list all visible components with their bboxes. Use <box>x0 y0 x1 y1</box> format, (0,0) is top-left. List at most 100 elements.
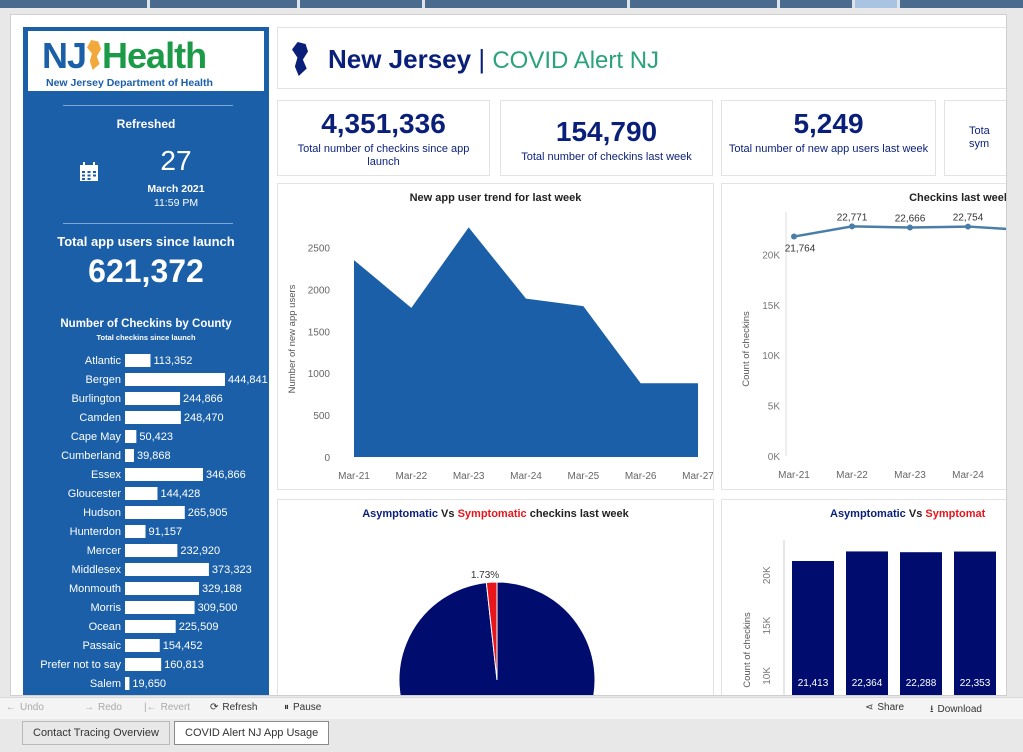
title-subtitle: COVID Alert NJ <box>492 47 660 74</box>
x-tick-label: Mar-24 <box>952 470 984 481</box>
kpi-symptomatic-partial: Tota sym <box>944 100 1006 176</box>
asym-vs-sym-bar-chart: 10K 15K 20K 21,413 22,364 22,288 22,353 Count o… <box>742 540 996 695</box>
county-label: Hunterdon <box>70 526 121 538</box>
data-label: 21,764 <box>785 244 816 255</box>
bar-chart-title: Asymptomatic Vs Symptomat <box>830 508 985 520</box>
sidebar-panel: NJ Health New Jersey Department of Health… <box>23 27 269 695</box>
checkins-chart-title: Checkins last week <box>909 192 1007 204</box>
total-users-value: 621,372 <box>88 253 204 289</box>
revert-icon: |← <box>144 702 157 713</box>
kpi-label: Total number of new app users last week <box>728 143 929 155</box>
redo-button[interactable]: → Redo <box>84 702 122 713</box>
pie-slice-symptomatic <box>485 581 498 681</box>
kpi-label: Tota sym <box>969 125 990 150</box>
county-value-label: 91,157 <box>148 526 182 538</box>
county-label: Gloucester <box>68 488 122 500</box>
data-label: 22,771 <box>837 212 868 223</box>
asym-vs-sym-bar-panel: Asymptomatic Vs Symptomat 10K 15K 20K 21,41… <box>721 499 1006 695</box>
y-tick-label: 5K <box>768 402 781 413</box>
county-value-label: 160,813 <box>164 659 204 671</box>
county-value-label: 154,452 <box>163 640 203 652</box>
share-button[interactable]: ⋖ Share <box>865 702 904 713</box>
pause-button[interactable]: ⏸ Pause <box>284 702 321 713</box>
refresh-day: 27 <box>160 145 192 176</box>
refreshed-label: Refreshed <box>116 117 176 131</box>
county-bar <box>125 582 200 595</box>
y-tick-label: 0 <box>324 453 330 464</box>
title-suffix: checkins last week <box>526 508 629 520</box>
checkins-point <box>849 223 855 230</box>
county-bar <box>125 544 178 557</box>
county-label: Prefer not to say <box>40 659 121 671</box>
refresh-time: 11:59 PM <box>153 197 199 209</box>
county-bar <box>125 601 195 614</box>
y-tick-label: 1500 <box>308 327 331 338</box>
bar-value-label: 21,413 <box>798 678 829 689</box>
new-user-trend-panel: New app user trend for last week 0 500 100… <box>277 183 714 490</box>
undo-label: Undo <box>20 702 44 713</box>
bar <box>792 561 834 695</box>
county-bar <box>125 411 181 424</box>
y-axis-label: Count of checkins <box>741 311 752 387</box>
y-tick-label: 15K <box>762 301 780 312</box>
county-bar <box>125 430 137 443</box>
county-label: Cape May <box>71 431 122 443</box>
y-tick-label: 0K <box>768 452 781 463</box>
county-bar <box>125 392 181 405</box>
data-label: 22,666 <box>895 213 926 224</box>
y-tick-label: 20K <box>762 566 773 584</box>
county-label: Essex <box>91 469 121 481</box>
bar-value-label: 22,353 <box>960 678 991 689</box>
county-bar <box>125 449 134 462</box>
county-value-label: 50,423 <box>139 431 173 443</box>
tab-contact-tracing-overview[interactable]: Contact Tracing Overview <box>22 721 170 745</box>
download-button[interactable]: ⭳ Download <box>930 702 982 719</box>
asym-word: Asymptomatic <box>830 508 906 520</box>
trend-chart-title: New app user trend for last week <box>409 192 582 204</box>
sym-word: Symptomatic <box>457 508 527 520</box>
x-tick-label: Mar-24 <box>510 471 542 482</box>
logo-nj-text: NJ <box>42 35 87 76</box>
checkins-line-chart: 0K 5K 10K 15K 20K 21,764 22,771 22,666 22,754 Mar… <box>741 212 1006 481</box>
county-bar <box>125 658 162 671</box>
browser-top-strip <box>0 0 1023 8</box>
y-tick-label: 20K <box>762 250 780 261</box>
county-bar-chart: Atlantic 113,352 Bergen 444,841 Burlington 24… <box>40 354 268 690</box>
checkins-last-week-panel: Checkins last week 0K 5K 10K 15K 20K 21,764 22… <box>721 183 1007 490</box>
bar <box>954 551 996 695</box>
county-bar <box>125 373 225 386</box>
undo-button[interactable]: ← Undo <box>6 702 44 713</box>
county-bar <box>125 525 146 538</box>
revert-button[interactable]: |← Revert <box>144 702 190 713</box>
kpi-total-checkins: 4,351,336 Total number of checkins since… <box>277 100 490 176</box>
county-bar <box>125 563 209 576</box>
logo-health-text: Health <box>102 35 207 76</box>
kpi-checkins-last-week: 154,790 Total number of checkins last we… <box>500 100 713 176</box>
page-header: New Jersey | COVID Alert NJ <box>277 27 1006 89</box>
viz-toolbar: ← Undo → Redo |← Revert ⟳ Refresh ⏸ Pause ⋖ Sh… <box>0 697 1023 719</box>
new-user-trend-chart: 0 500 1000 1500 2000 2500 Mar-21 Mar-22 Mar-23 Ma… <box>287 227 713 482</box>
county-bar <box>125 620 176 633</box>
county-value-label: 39,868 <box>137 450 171 462</box>
download-icon: ⭳ <box>930 704 934 715</box>
refresh-button[interactable]: ⟳ Refresh <box>210 702 257 713</box>
county-value-label: 265,905 <box>188 507 228 519</box>
refresh-month: March 2021 <box>147 183 205 195</box>
county-bar <box>125 468 203 481</box>
county-bar <box>125 639 160 652</box>
checkins-point <box>965 223 971 230</box>
page-title: New Jersey | COVID Alert NJ <box>328 44 659 75</box>
kpi-label: Total number of checkins last week <box>521 151 692 163</box>
kpi-value: 4,351,336 <box>321 108 446 139</box>
nj-state-icon <box>292 42 308 76</box>
y-tick-label: 1000 <box>308 369 331 380</box>
county-label: Hudson <box>83 507 121 519</box>
asym-vs-sym-pie-chart: 1.73% <box>398 570 596 695</box>
kpi-value: 154,790 <box>555 116 658 147</box>
tab-covid-alert-nj-app-usage[interactable]: COVID Alert NJ App Usage <box>174 721 330 745</box>
y-tick-label: 10K <box>762 351 780 362</box>
county-value-label: 19,650 <box>132 678 166 690</box>
county-bar <box>125 487 158 500</box>
bar-value-label: 22,288 <box>906 678 937 689</box>
y-axis-label: Count of checkins <box>742 612 753 688</box>
